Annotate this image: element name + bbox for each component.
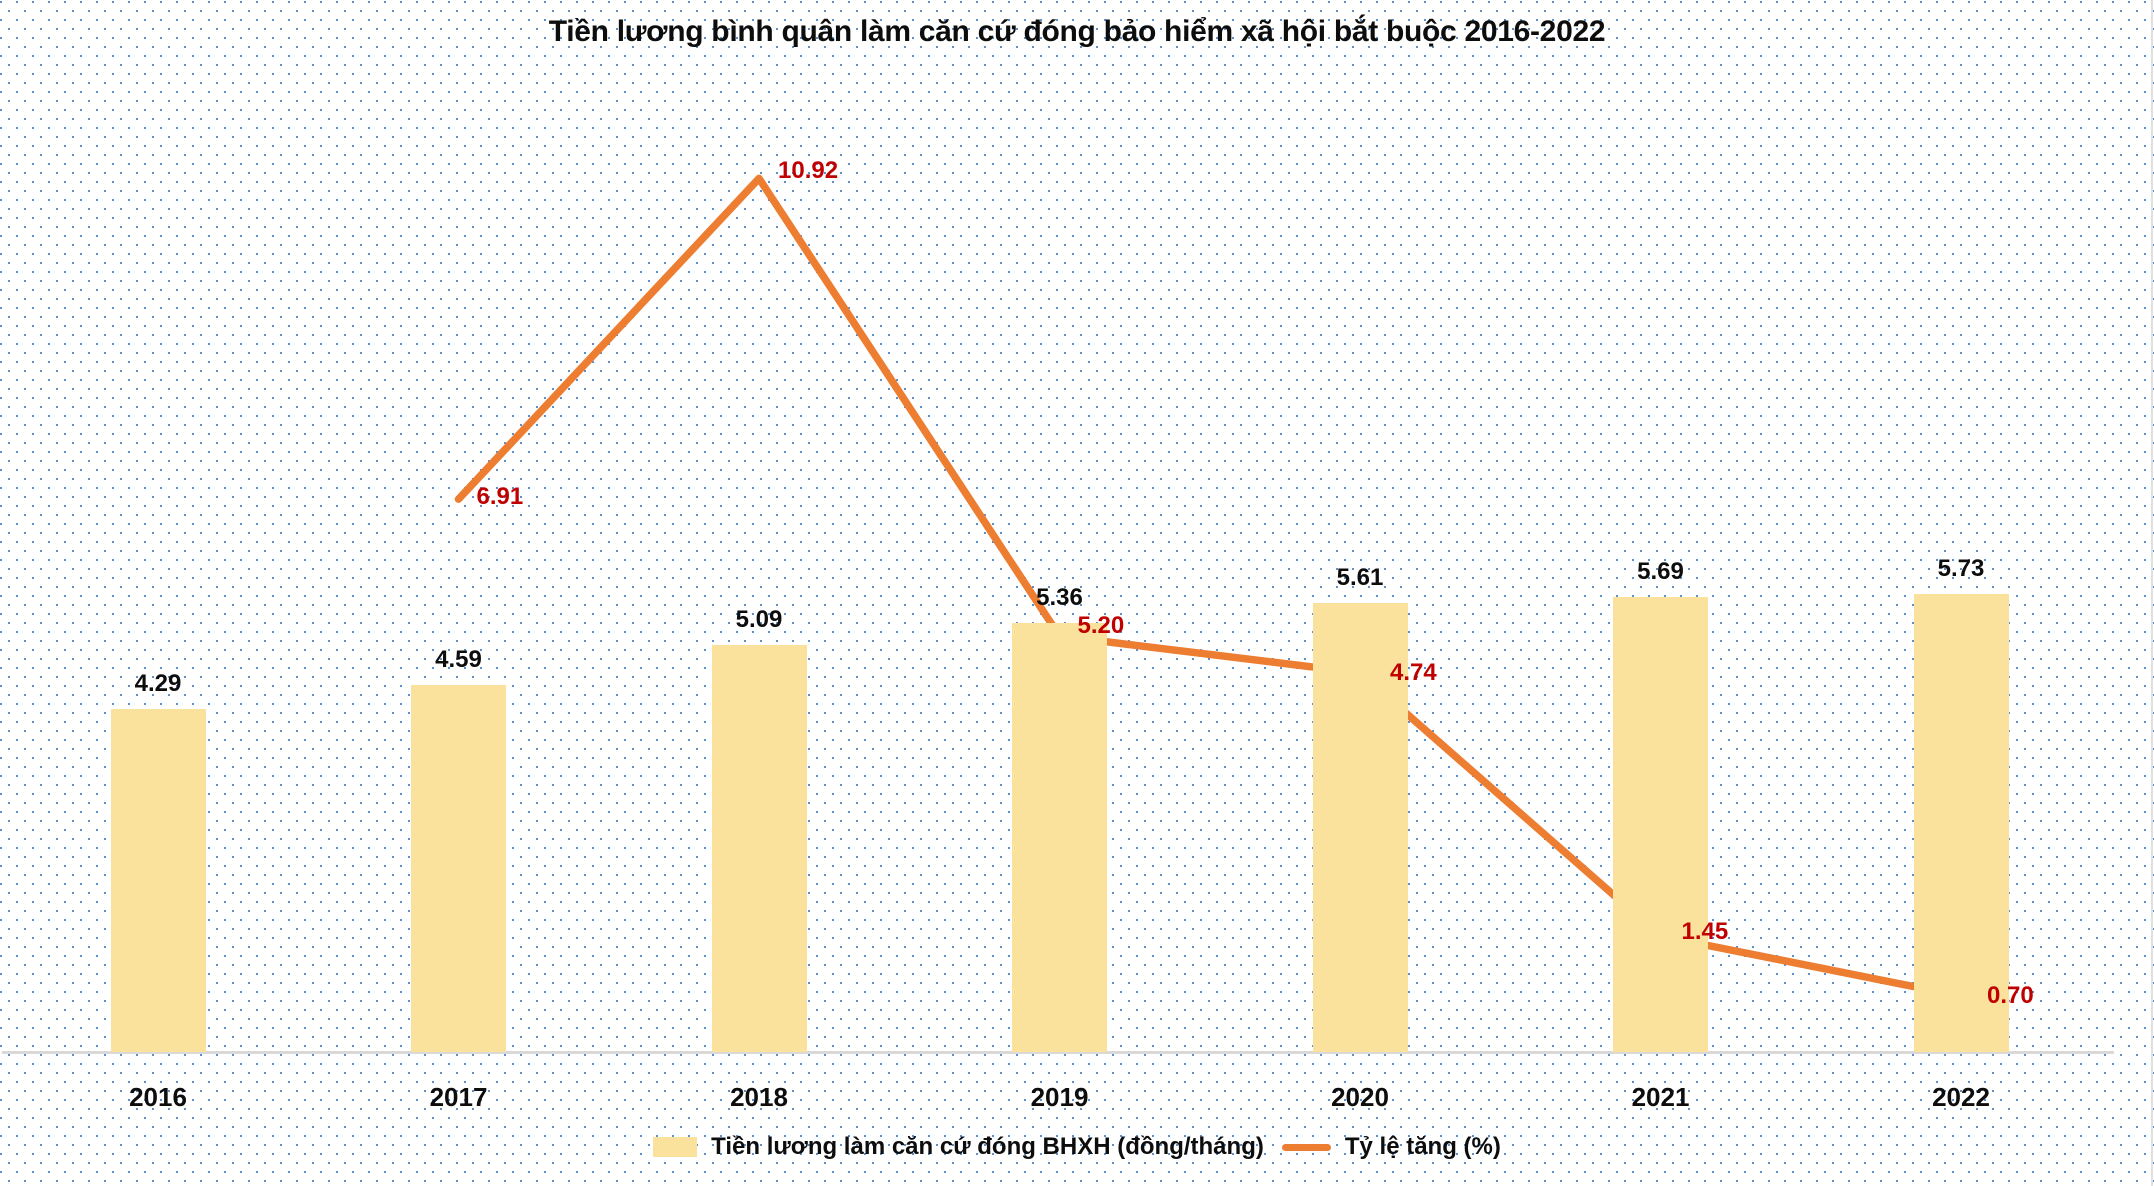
bar-2016 xyxy=(110,708,206,1052)
bar-2022 xyxy=(1913,593,2009,1052)
x-axis-label-2021: 2021 xyxy=(1631,1082,1690,1112)
x-axis-label-2016: 2016 xyxy=(129,1082,187,1112)
line-value-label: 10.92 xyxy=(778,157,839,185)
bar-value-label: 5.73 xyxy=(1937,554,1985,582)
bar-2020 xyxy=(1312,603,1408,1052)
bar-value-label: 5.36 xyxy=(1036,584,1083,612)
line-value-label: 5.20 xyxy=(1077,612,1125,639)
chart-title: Tiền lương bình quân làm căn cứ đóng bảo… xyxy=(548,15,1606,48)
line-value-label: 1.45 xyxy=(1681,918,1729,945)
line-value-label: 6.91 xyxy=(476,483,524,511)
bar-2019 xyxy=(1012,623,1107,1052)
legend-line-swatch xyxy=(1281,1143,1331,1151)
legend-line-label: Tỷ lệ tăng (%) xyxy=(1344,1133,1501,1160)
bar-2021 xyxy=(1613,596,1708,1052)
legend-bar-label: Tiền lương làm căn cứ đóng BHXH (đồng/th… xyxy=(711,1133,1264,1160)
bar-2017 xyxy=(411,684,506,1052)
legend-bar-swatch xyxy=(653,1137,698,1157)
line-value-label: 0.70 xyxy=(1987,982,2034,1009)
x-axis-label-2020: 2020 xyxy=(1331,1082,1389,1112)
window-right-edge xyxy=(2151,0,2153,1186)
x-axis-line xyxy=(2,1051,2114,1054)
line-value-label: 4.74 xyxy=(1390,658,1437,686)
bar-2018 xyxy=(711,644,807,1052)
bar-value-label: 5.09 xyxy=(735,605,783,633)
bar-value-label: 5.69 xyxy=(1637,557,1684,585)
x-axis-label-2022: 2022 xyxy=(1932,1082,1990,1112)
x-axis-label-2017: 2017 xyxy=(429,1082,488,1112)
bar-value-label: 5.61 xyxy=(1336,564,1384,592)
legend: Tiền lương làm căn cứ đóng BHXH (đồng/th… xyxy=(0,1128,2154,1166)
x-axis-label-2018: 2018 xyxy=(730,1082,788,1112)
bar-value-label: 4.59 xyxy=(435,645,482,673)
bar-value-label: 4.29 xyxy=(134,669,182,697)
x-axis-label-2019: 2019 xyxy=(1030,1082,1089,1112)
